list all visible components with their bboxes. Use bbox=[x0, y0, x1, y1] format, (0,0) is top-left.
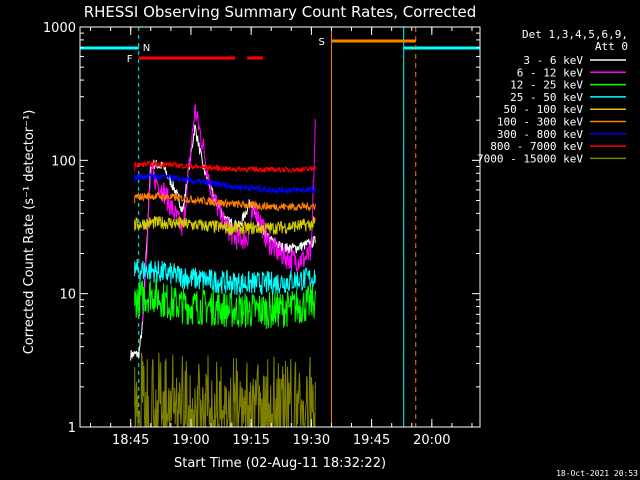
series-line bbox=[134, 160, 316, 175]
series-line bbox=[134, 258, 316, 296]
y-tick-label: 10 bbox=[59, 288, 76, 303]
series-line bbox=[142, 104, 316, 322]
legend-label: 800 - 7000 keV bbox=[490, 140, 583, 153]
x-tick-label: 19:30 bbox=[293, 433, 330, 448]
series-line bbox=[134, 191, 316, 212]
x-tick-label: 20:00 bbox=[413, 433, 450, 448]
legend-header: Det 1,3,4,5,6,9, bbox=[522, 28, 628, 41]
legend-label: 3 - 6 keV bbox=[523, 54, 583, 67]
x-tick-label: 18:45 bbox=[112, 433, 149, 448]
legend-label: 6 - 12 keV bbox=[517, 66, 584, 79]
series-line bbox=[134, 352, 316, 429]
x-tick-label: 19:15 bbox=[232, 433, 269, 448]
x-axis: 18:45 19:00 19:15 19:30 19:45 20:00 bbox=[90, 27, 473, 448]
night-label: N bbox=[143, 43, 150, 54]
legend-label: 100 - 300 keV bbox=[497, 116, 583, 129]
x-tick-label: 19:00 bbox=[172, 433, 209, 448]
y-axis: 1 10 100 1000 bbox=[43, 21, 480, 436]
legend-label: 300 - 800 keV bbox=[497, 128, 583, 141]
series-line bbox=[134, 278, 316, 330]
legend-label: 12 - 25 keV bbox=[510, 79, 583, 92]
annotation-layer: NF S bbox=[80, 27, 480, 427]
series-line bbox=[134, 172, 316, 195]
y-tick-label: 1 bbox=[68, 421, 76, 436]
series-line bbox=[134, 215, 316, 237]
flare-label: F bbox=[127, 54, 133, 65]
y-tick-label: 100 bbox=[51, 154, 76, 169]
plot-frame bbox=[79, 26, 481, 428]
x-axis-label: Start Time (02-Aug-11 18:32:22) bbox=[174, 456, 386, 471]
legend-label: 7000 - 15000 keV bbox=[477, 152, 583, 165]
legend-header: Att 0 bbox=[595, 40, 628, 53]
saa-label: S bbox=[318, 37, 324, 48]
x-tick-label: 19:45 bbox=[353, 433, 390, 448]
y-tick-label: 1000 bbox=[43, 21, 76, 36]
y-axis-label: Corrected Count Rate (s⁻¹ detector⁻¹) bbox=[22, 110, 37, 355]
timestamp: 18-Oct-2021 20:53 bbox=[556, 469, 638, 478]
legend-label: 50 - 100 keV bbox=[504, 103, 584, 116]
series-layer bbox=[130, 104, 316, 429]
series-line bbox=[130, 124, 316, 361]
legend-label: 25 - 50 keV bbox=[510, 91, 583, 104]
chart-title: RHESSI Observing Summary Count Rates, Co… bbox=[84, 3, 477, 21]
